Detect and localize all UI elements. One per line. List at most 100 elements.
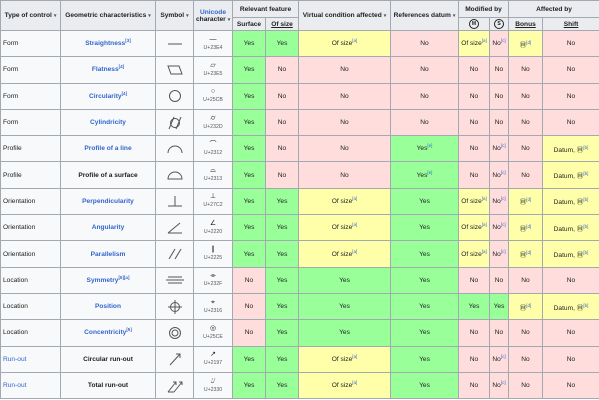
surface-cell: Yes — [232, 135, 266, 163]
footnote-ref[interactable]: [c] — [500, 248, 506, 254]
sort-icon[interactable]: ▾ — [452, 13, 456, 19]
unicode-glyph: ⌖ — [211, 298, 215, 306]
header-symbol[interactable]: Symbol ▾ — [155, 0, 194, 31]
surface-cell: No — [232, 292, 266, 321]
footnote-ref[interactable]: [c] — [500, 169, 506, 175]
sort-icon[interactable]: ▾ — [148, 13, 151, 19]
of-size-cell: Yes — [265, 345, 299, 373]
table-row: Form Circularity[4] ○ U+25CB Yes No No No No No No… — [0, 82, 599, 110]
type-of-control-cell[interactable]: Run-out — [0, 345, 61, 373]
footnote-ref[interactable]: [c] — [500, 379, 506, 385]
of-size-cell: No — [265, 56, 299, 84]
type-of-control-cell: Form — [0, 56, 61, 84]
footnote-ref[interactable]: [d] — [526, 197, 532, 203]
footnote-ref[interactable]: [b] — [583, 223, 589, 229]
footnote-ref[interactable]: [a] — [352, 379, 358, 385]
characteristic-link[interactable]: Circularity — [88, 92, 122, 100]
unicode-glyph: ⌰ — [210, 377, 216, 385]
modified-s-cell: No — [488, 319, 510, 347]
footnote-ref[interactable]: [a] — [352, 195, 358, 201]
characteristic-link[interactable]: Symmetry — [86, 276, 119, 284]
header-bonus[interactable]: Bonus — [508, 17, 544, 31]
characteristic-cell: Profile of a line — [60, 135, 156, 163]
header-affected-by: Affected by — [508, 0, 599, 18]
angularity-icon — [155, 214, 194, 242]
modified-m-cell: No — [458, 319, 490, 347]
footnote-ref[interactable]: [a] — [481, 222, 487, 228]
unicode-cell: ⌓ U+2313 — [193, 161, 233, 189]
type-of-control-cell: Form — [0, 108, 61, 137]
unicode-cell: ▱ U+23E5 — [193, 56, 233, 84]
footnote-ref[interactable]: [b] — [583, 170, 589, 176]
type-of-control-cell[interactable]: Run-out — [0, 371, 61, 400]
unicode-link[interactable]: Unicode — [199, 8, 226, 16]
header-modified-s[interactable]: S — [488, 17, 510, 31]
circular-runout-icon — [155, 345, 194, 373]
footnote-ref[interactable]: [a] — [352, 37, 358, 43]
footnote-ref[interactable]: [c] — [500, 143, 506, 149]
header-surface[interactable]: Surface — [232, 17, 266, 31]
footnote-ref[interactable]: [c] — [500, 37, 506, 43]
header-modified-m[interactable]: M — [458, 17, 490, 31]
header-shift[interactable]: Shift — [542, 17, 599, 31]
references-datum-cell: Yes — [390, 319, 459, 347]
footnote-ref[interactable]: [d] — [526, 223, 532, 229]
sort-icon[interactable]: ▾ — [227, 16, 231, 23]
characteristic-cell: Circular run-out — [60, 345, 156, 373]
footnote-ref[interactable]: [a] — [481, 248, 487, 254]
characteristic-link[interactable]: Concentricity — [84, 329, 127, 337]
footnote-ref[interactable]: [d] — [526, 39, 532, 45]
footnote-ref[interactable]: [a] — [352, 353, 358, 359]
unicode-glyph: ⌒ — [209, 140, 217, 148]
header-of-size[interactable]: Of size — [265, 17, 299, 31]
bonus-cell: No — [508, 371, 544, 400]
footnote-ref[interactable]: [c] — [500, 222, 506, 228]
characteristic-link[interactable]: Parallelism — [90, 250, 126, 258]
header-references-datum[interactable]: References datum ▾ — [390, 0, 459, 31]
type-of-control-cell: Form — [0, 29, 61, 58]
characteristic-link[interactable]: Cylindricity — [90, 119, 126, 127]
footnote-ref[interactable]: [5] — [126, 327, 132, 333]
characteristic-link[interactable]: line — [120, 145, 132, 153]
characteristic-link[interactable]: Perpendicularity — [82, 197, 134, 205]
surface-cell: Yes — [232, 371, 266, 400]
characteristic-link[interactable]: Position — [94, 303, 121, 311]
footnote-ref[interactable]: [b] — [583, 302, 589, 308]
footnote-ref[interactable]: [4] — [121, 90, 128, 96]
header-modified-by: Modified by — [457, 0, 510, 18]
footnote-ref[interactable]: [c] — [500, 353, 506, 359]
header-geometric-characteristics[interactable]: Geometric characteristics ▾ — [60, 0, 156, 31]
sort-icon[interactable]: ▾ — [53, 13, 57, 19]
header-virtual-condition[interactable]: Virtual condition affected ▾ — [298, 0, 391, 31]
footnote-ref[interactable]: [e] — [427, 169, 433, 175]
footnote-ref[interactable]: [a] — [481, 37, 487, 43]
footnote-ref[interactable]: [b] — [583, 197, 589, 203]
header-unicode-character[interactable]: Unicode character ▾ — [193, 0, 233, 31]
footnote-ref[interactable]: [c] — [500, 195, 506, 201]
unicode-cell: ∠ U+2220 — [193, 214, 233, 242]
footnote-ref[interactable]: [a] — [352, 222, 358, 228]
footnote-ref[interactable]: [b] — [583, 249, 589, 255]
sort-icon[interactable]: ▾ — [383, 13, 387, 19]
header-type-of-control[interactable]: Type of control ▾ — [0, 0, 61, 31]
footnote-ref[interactable]: [5][a] — [118, 274, 130, 280]
concentricity-icon — [155, 319, 194, 347]
modified-s-cell: No — [488, 56, 510, 84]
footnote-ref[interactable]: [d] — [526, 302, 532, 308]
footnote-ref[interactable]: [e] — [427, 143, 433, 149]
footnote-ref[interactable]: [a] — [481, 195, 487, 201]
characteristic-link[interactable]: Straightness — [85, 40, 126, 48]
footnote-ref[interactable]: [3] — [125, 37, 131, 43]
footnote-ref[interactable]: [d] — [526, 249, 532, 255]
footnote-ref[interactable]: [4] — [118, 64, 125, 70]
characteristic-cell: Circularity[4] — [60, 82, 156, 110]
footnote-ref[interactable]: [b] — [583, 144, 589, 150]
modified-m-cell: No — [458, 135, 490, 163]
references-datum-cell: No — [390, 82, 459, 110]
characteristic-link[interactable]: Flatness — [91, 66, 119, 74]
modified-s-cell: No[c] — [488, 135, 510, 163]
sort-icon[interactable]: ▾ — [186, 13, 189, 19]
footnote-ref[interactable]: [a] — [352, 248, 358, 254]
characteristic-link[interactable]: Angularity — [91, 224, 125, 232]
modified-m-cell: No — [458, 371, 490, 400]
